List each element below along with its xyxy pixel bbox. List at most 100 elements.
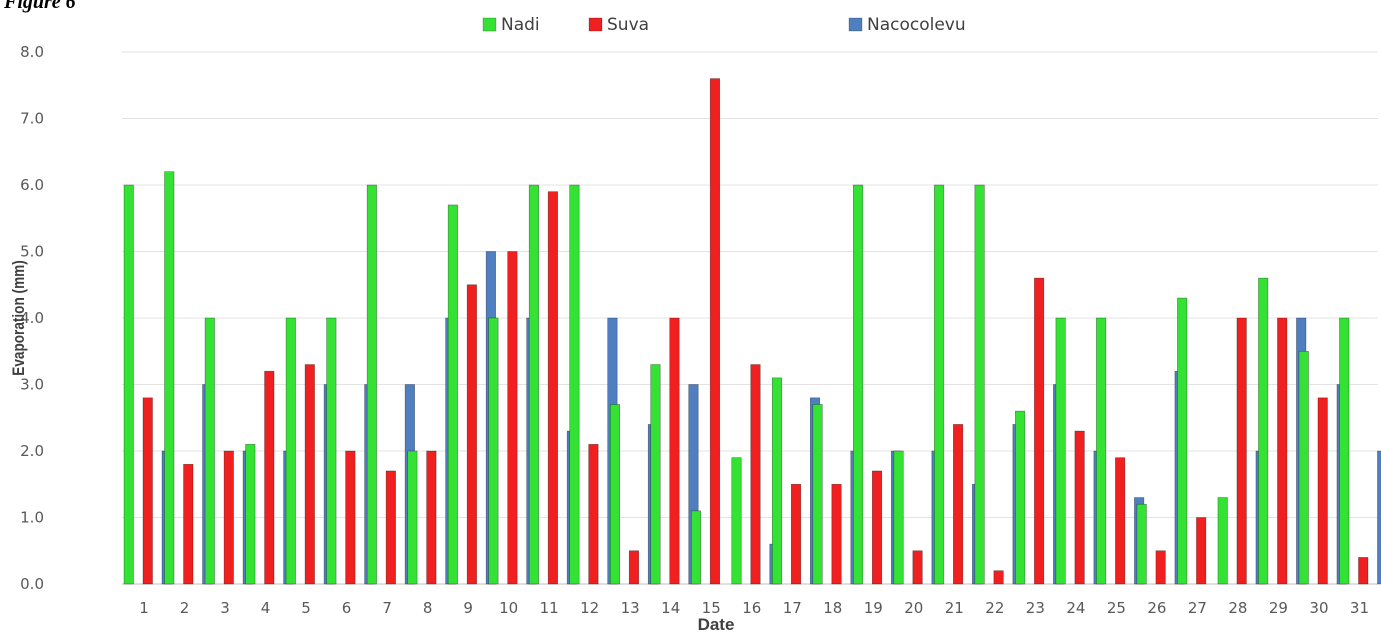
x-tick-label: 6 xyxy=(342,599,352,617)
x-tick-label: 23 xyxy=(1026,599,1045,617)
bar-suva-18 xyxy=(831,483,842,585)
bar-nadi-18 xyxy=(812,404,823,585)
x-tick-label: 30 xyxy=(1309,599,1328,617)
bar-nadi-5 xyxy=(285,317,296,585)
bar-nadi-20 xyxy=(893,450,904,585)
x-tick-label: 20 xyxy=(904,599,923,617)
x-tick-label: 15 xyxy=(702,599,721,617)
bar-suva-19 xyxy=(871,470,883,585)
y-tick-label: 6.0 xyxy=(20,176,44,194)
x-tick-label: 19 xyxy=(864,599,883,617)
bar-nadi-12 xyxy=(569,184,580,585)
legend-label-nadi: Nadi xyxy=(501,15,540,35)
bar-nadi-28 xyxy=(1217,497,1228,585)
bar-suva-8 xyxy=(426,450,437,585)
x-tick-label: 16 xyxy=(742,599,761,617)
bar-nadi-15 xyxy=(690,510,702,585)
bar-nadi-4 xyxy=(245,444,256,585)
x-tick-label: 8 xyxy=(423,599,433,617)
bar-suva-24 xyxy=(1074,430,1085,585)
x-tick-label: 17 xyxy=(783,599,802,617)
x-tick-label: 22 xyxy=(985,599,1004,617)
bar-suva-29 xyxy=(1277,317,1288,585)
bar-nadi-9 xyxy=(447,204,458,585)
bar-nadi-27 xyxy=(1177,297,1188,585)
bar-suva-17 xyxy=(790,483,802,585)
bar-suva-1 xyxy=(142,397,153,585)
x-tick-label: 1 xyxy=(139,599,149,617)
bar-suva-7 xyxy=(385,470,396,585)
x-tick-label: 29 xyxy=(1269,599,1288,617)
x-tick-label: 31 xyxy=(1350,599,1369,617)
x-tick-label: 14 xyxy=(661,599,680,617)
y-tick-label: 1.0 xyxy=(20,509,44,527)
bar-nadi-17 xyxy=(771,377,783,585)
bar-nadi-6 xyxy=(326,317,337,585)
bar-suva-5 xyxy=(304,364,315,585)
x-tick-label: 5 xyxy=(301,599,311,617)
bar-suva-10 xyxy=(507,251,518,585)
bar-suva-23 xyxy=(1034,277,1045,585)
bar-nadi-1 xyxy=(123,184,134,585)
x-tick-label: 9 xyxy=(463,599,473,617)
legend-swatch-suva xyxy=(588,17,603,32)
bar-nadi-11 xyxy=(528,184,539,585)
y-tick-label: 7.0 xyxy=(20,110,44,128)
x-axis-title: Date xyxy=(698,615,735,633)
bar-suva-30 xyxy=(1317,397,1328,585)
bar-suva-12 xyxy=(588,444,599,585)
bar-suva-15 xyxy=(709,78,721,585)
y-tick-label: 0.0 xyxy=(20,575,44,593)
x-tick-label: 25 xyxy=(1107,599,1126,617)
bar-nadi-23 xyxy=(1015,410,1026,585)
bar-suva-13 xyxy=(628,550,640,585)
y-tick-label: 5.0 xyxy=(20,243,44,261)
x-tick-label: 10 xyxy=(499,599,518,617)
bar-nadi-10 xyxy=(488,317,499,585)
bar-suva-26 xyxy=(1155,550,1166,585)
x-tick-label: 24 xyxy=(1066,599,1085,617)
bar-nadi-22 xyxy=(974,184,985,585)
bar-suva-14 xyxy=(669,317,680,585)
bar-nadi-29 xyxy=(1258,277,1269,585)
y-tick-label: 4.0 xyxy=(20,309,44,327)
bar-nadi-16 xyxy=(731,457,742,585)
bar-suva-11 xyxy=(547,191,558,585)
x-tick-label: 2 xyxy=(180,599,190,617)
x-tick-label: 7 xyxy=(382,599,392,617)
bar-nadi-19 xyxy=(852,184,864,585)
x-tick-label: 3 xyxy=(220,599,230,617)
bar-suva-31 xyxy=(1358,557,1369,585)
bar-suva-9 xyxy=(466,284,477,585)
x-tick-label: 27 xyxy=(1188,599,1207,617)
bar-suva-20 xyxy=(912,550,923,585)
bar-nadi-21 xyxy=(934,184,945,585)
figure-label: Figure 6 xyxy=(4,0,76,13)
x-tick-label: 4 xyxy=(261,599,271,617)
bar-nadi-24 xyxy=(1055,317,1066,585)
bar-nadi-2 xyxy=(164,171,175,585)
x-tick-label: 26 xyxy=(1147,599,1166,617)
bar-suva-28 xyxy=(1236,317,1247,585)
y-axis-title: Evaporation (mm) xyxy=(10,260,29,375)
y-tick-label: 2.0 xyxy=(20,442,44,460)
bar-nadi-13 xyxy=(609,404,621,585)
x-tick-label: 13 xyxy=(621,599,640,617)
bar-suva-16 xyxy=(750,364,761,585)
legend-swatch-nadi xyxy=(482,17,497,32)
legend-swatch-nacocolevu xyxy=(848,17,863,32)
bar-suva-2 xyxy=(183,463,194,585)
bar-suva-3 xyxy=(223,450,234,585)
bar-suva-21 xyxy=(953,424,964,585)
y-tick-label: 8.0 xyxy=(20,43,44,61)
bar-nadi-3 xyxy=(204,317,215,585)
legend-label-nacocolevu: Nacocolevu xyxy=(867,15,966,35)
bar-nadi-7 xyxy=(366,184,377,585)
bar-suva-22 xyxy=(993,570,1004,585)
bar-nadi-31 xyxy=(1339,317,1350,585)
x-tick-label: 21 xyxy=(945,599,964,617)
bar-nadi-25 xyxy=(1096,317,1107,585)
bar-nadi-14 xyxy=(650,364,661,585)
bar-suva-4 xyxy=(264,370,275,585)
